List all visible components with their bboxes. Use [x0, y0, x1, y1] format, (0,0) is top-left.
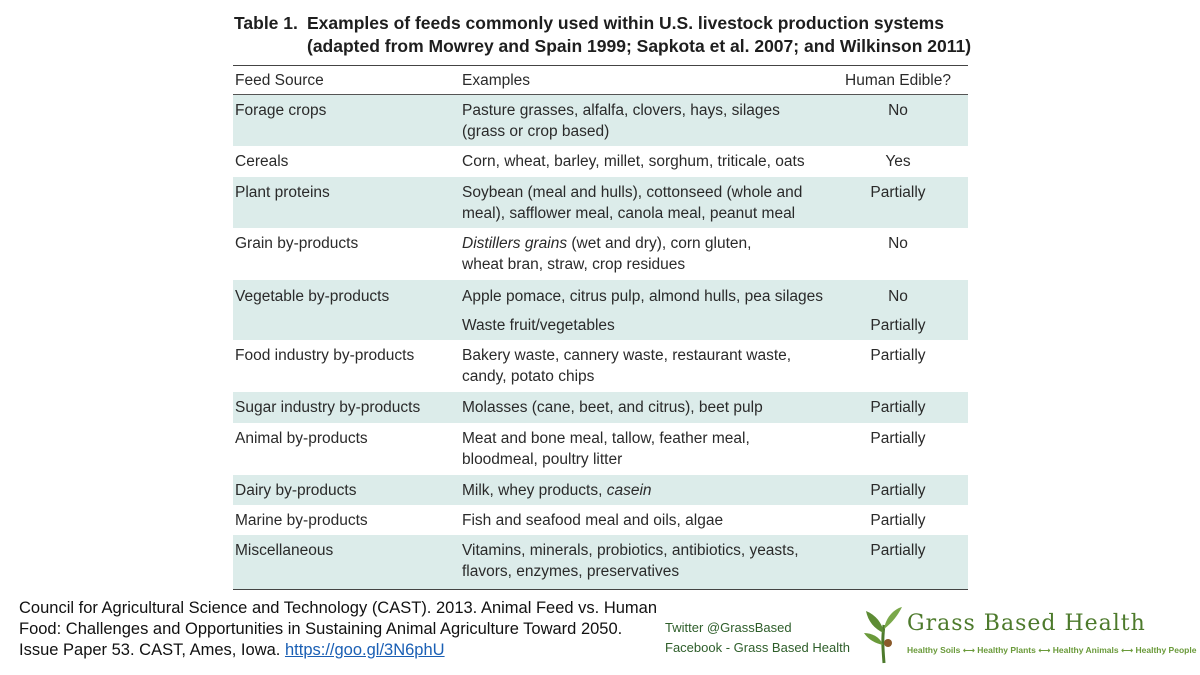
- table-row: Grain by-products Distillers grains (wet…: [233, 228, 968, 280]
- citation-link[interactable]: https://goo.gl/3N6phU: [284, 641, 445, 659]
- examples-cell: Waste fruit/vegetables: [462, 317, 615, 334]
- grass-sprout-icon: [864, 607, 902, 664]
- edible-cell: Partially: [870, 399, 926, 416]
- citation-text: Council for Agricultural Science and Tec…: [19, 599, 658, 659]
- edible-cell: Partially: [870, 542, 926, 559]
- twitter-handle: Twitter @GrassBased: [665, 620, 792, 635]
- table-title: Table 1. Examples of feeds commonly used …: [234, 12, 971, 58]
- feeds-table: Feed Source Examples Human Edible? Forag…: [233, 65, 968, 590]
- edible-cell: No: [888, 235, 908, 252]
- examples-cell: Apple pomace, citrus pulp, almond hulls,…: [462, 288, 824, 305]
- facebook-handle: Facebook - Grass Based Health: [665, 640, 850, 655]
- grass-based-health-logo: Grass Based Health Healthy Soils ⟷ Healt…: [862, 605, 1196, 665]
- feed-source-cell: Cereals: [235, 153, 289, 170]
- feed-source-cell: Animal by-products: [235, 430, 368, 447]
- examples-cell: Pasture grasses, alfalfa, clovers, hays,…: [462, 102, 780, 140]
- header-human-edible: Human Edible?: [845, 72, 951, 89]
- table-label: Table 1.: [234, 13, 298, 33]
- table-row: Miscellaneous Vitamins, minerals, probio…: [233, 535, 968, 589]
- table-row: Plant proteins Soybean (meal and hulls),…: [233, 177, 968, 228]
- examples-cell: Distillers grains (wet and dry), corn gl…: [462, 235, 752, 273]
- feed-source-cell: Vegetable by-products: [235, 288, 390, 305]
- feed-source-cell: Sugar industry by-products: [235, 399, 421, 416]
- table-title-line1: Examples of feeds commonly used within U…: [307, 13, 944, 33]
- table-row: Marine by-products Fish and seafood meal…: [233, 505, 968, 535]
- table-header-row: Feed Source Examples Human Edible?: [233, 66, 968, 95]
- examples-cell: Vitamins, minerals, probiotics, antibiot…: [462, 542, 799, 580]
- examples-cell: Corn, wheat, barley, millet, sorghum, tr…: [462, 153, 805, 170]
- table-row: Dairy by-products Milk, whey products, c…: [233, 475, 968, 505]
- feed-source-cell: Dairy by-products: [235, 482, 357, 499]
- examples-cell: Milk, whey products, casein: [462, 482, 652, 499]
- edible-cell: Partially: [870, 482, 926, 499]
- examples-cell: Soybean (meal and hulls), cottonseed (wh…: [462, 184, 803, 222]
- examples-cell: Molasses (cane, beet, and citrus), beet …: [462, 399, 763, 416]
- edible-cell: Partially: [870, 512, 926, 529]
- header-feed-source: Feed Source: [235, 72, 324, 89]
- feed-source-cell: Forage crops: [235, 102, 327, 119]
- feed-source-cell: Marine by-products: [235, 512, 368, 529]
- edible-cell: No: [888, 288, 908, 305]
- edible-cell: Yes: [885, 153, 911, 170]
- table-row: Sugar industry by-products Molasses (can…: [233, 392, 968, 423]
- citation: Council for Agricultural Science and Tec…: [19, 598, 659, 661]
- logo-name: Grass Based Health: [907, 611, 1146, 636]
- feed-source-cell: Food industry by-products: [235, 347, 415, 364]
- edible-cell: Partially: [870, 317, 926, 334]
- table-row: Forage crops Pasture grasses, alfalfa, c…: [233, 95, 968, 146]
- social-handles: Twitter @GrassBased Facebook - Grass Bas…: [665, 618, 850, 658]
- edible-cell: No: [888, 102, 908, 119]
- logo-tagline: Healthy Soils ⟷ Healthy Plants ⟷ Healthy…: [907, 645, 1197, 655]
- table-row: Food industry by-products Bakery waste, …: [233, 340, 968, 392]
- table-row: Cereals Corn, wheat, barley, millet, sor…: [233, 146, 968, 177]
- table-row: Animal by-products Meat and bone meal, t…: [233, 423, 968, 475]
- feed-source-cell: Grain by-products: [235, 235, 359, 252]
- examples-cell: Meat and bone meal, tallow, feather meal…: [462, 430, 750, 468]
- edible-cell: Partially: [870, 184, 926, 201]
- header-examples: Examples: [462, 72, 531, 89]
- table-row: Vegetable by-products Apple pomace, citr…: [233, 280, 968, 340]
- edible-cell: Partially: [870, 430, 926, 447]
- edible-cell: Partially: [870, 347, 926, 364]
- examples-cell: Fish and seafood meal and oils, algae: [462, 512, 724, 529]
- examples-cell: Bakery waste, cannery waste, restaurant …: [462, 347, 792, 385]
- feed-source-cell: Plant proteins: [235, 184, 330, 201]
- table-title-line2: (adapted from Mowrey and Spain 1999; Sap…: [307, 36, 972, 56]
- feed-source-cell: Miscellaneous: [235, 542, 334, 559]
